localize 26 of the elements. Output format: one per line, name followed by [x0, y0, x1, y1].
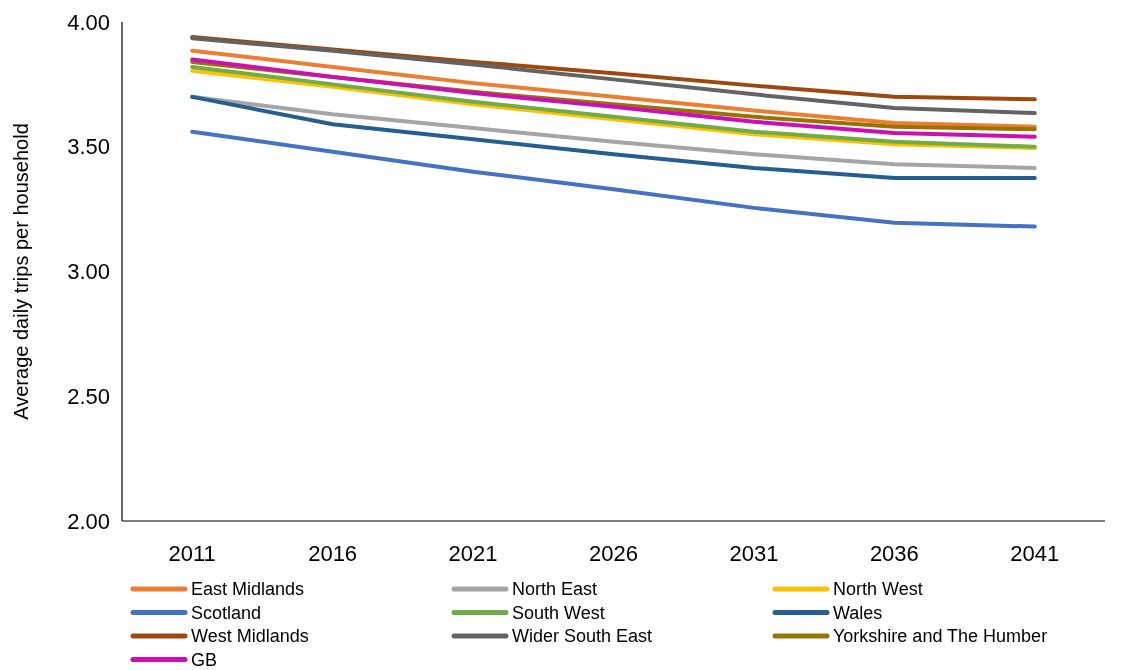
y-tick-label: 4.00 — [67, 9, 110, 35]
legend-label: West Midlands — [191, 626, 309, 647]
legend-label: Scotland — [191, 602, 262, 623]
x-tick-label: 2026 — [589, 541, 638, 566]
x-tick-label: 2041 — [1010, 541, 1060, 566]
y-tick-label: 2.00 — [67, 508, 110, 534]
legend-label: Wider South East — [512, 626, 653, 647]
line-series — [190, 129, 1037, 229]
legend-label: East Midlands — [191, 579, 305, 600]
legend-label: North East — [512, 579, 598, 600]
y-tick-label: 2.50 — [67, 383, 110, 409]
legend-label: North West — [833, 579, 923, 600]
y-axis-title: Average daily trips per household — [10, 123, 32, 420]
x-tick-label: 2031 — [729, 541, 779, 566]
legend-label: South West — [512, 602, 605, 623]
line-series — [190, 36, 1037, 116]
legend-label: GB — [191, 649, 218, 670]
line-series — [190, 48, 1037, 129]
legend-label: Yorkshire and The Humber — [833, 626, 1048, 647]
legend-label: Wales — [833, 602, 883, 623]
y-tick-label: 3.00 — [67, 259, 110, 285]
x-tick-label: 2036 — [869, 541, 919, 566]
y-tick-label: 3.50 — [67, 134, 110, 160]
x-tick-label: 2011 — [168, 541, 216, 566]
x-tick-label: 2016 — [308, 541, 358, 566]
x-tick-label: 2021 — [448, 541, 498, 566]
